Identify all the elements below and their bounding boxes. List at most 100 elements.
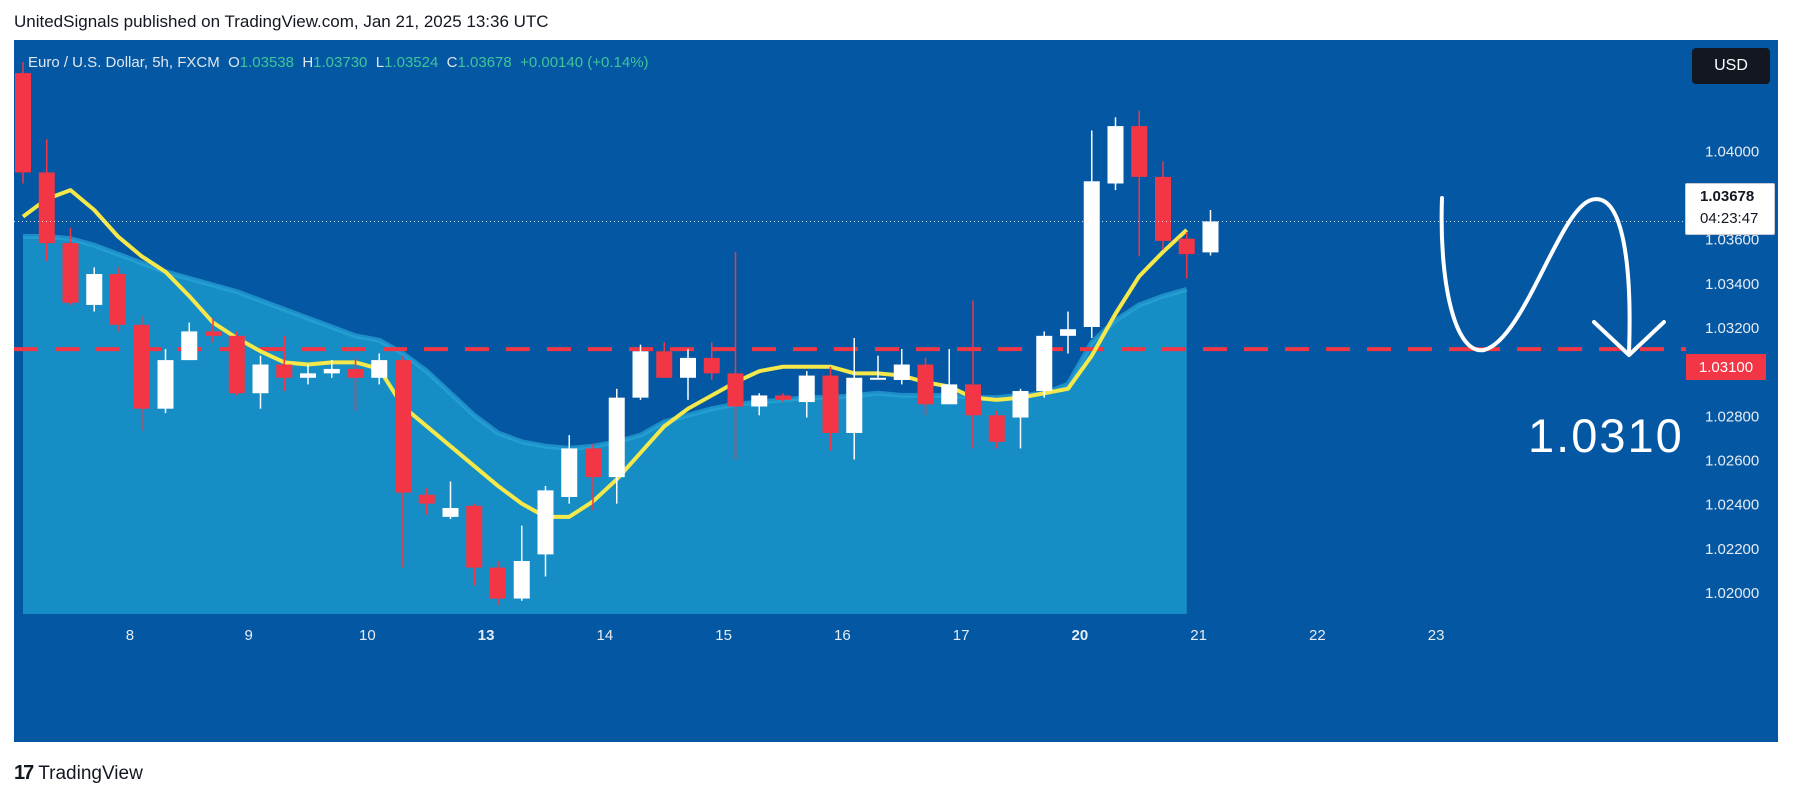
candle-body <box>513 561 530 599</box>
candle-body <box>133 324 150 409</box>
candle-body <box>323 368 340 374</box>
candle-body <box>371 360 388 378</box>
level-price-tag: 1.03100 <box>1686 354 1766 380</box>
x-tick-label: 8 <box>126 627 134 644</box>
y-tick-label: 1.03600 <box>1705 232 1759 249</box>
x-tick-label: 23 <box>1428 627 1445 644</box>
ema-line <box>21 188 1189 519</box>
candle-body <box>157 360 174 409</box>
candle-body <box>1131 126 1148 177</box>
candle-body <box>86 274 103 305</box>
candle-body <box>727 373 744 407</box>
candlestick-chart[interactable]: 1.020001.022001.024001.026001.028001.030… <box>14 40 1778 742</box>
y-tick-label: 1.04000 <box>1705 143 1759 160</box>
x-tick-label: 17 <box>953 627 970 644</box>
low-label: L <box>375 54 385 71</box>
x-tick-label: 9 <box>244 627 252 644</box>
candle-body <box>490 567 506 599</box>
y-tick-label: 1.02000 <box>1705 585 1759 602</box>
candle-body <box>941 384 958 405</box>
y-tick-label: 1.02200 <box>1705 541 1759 558</box>
x-tick-label: 15 <box>715 627 732 644</box>
candle-body <box>585 448 601 478</box>
candle-body <box>798 375 815 403</box>
x-tick-label: 10 <box>359 627 376 644</box>
candle-body <box>205 331 221 336</box>
candle-body <box>608 397 625 478</box>
candle-body <box>418 494 435 504</box>
candle-body <box>822 375 839 433</box>
candle-body <box>347 368 364 378</box>
candle-body <box>15 73 31 173</box>
candle-body <box>846 377 863 433</box>
candle-body <box>703 357 720 374</box>
close-label: C <box>446 54 458 71</box>
tradingview-brand: TradingView <box>38 762 143 784</box>
candle-body <box>395 360 411 493</box>
y-tick-label: 1.02600 <box>1705 452 1759 469</box>
tradingview-logo-icon: 17 <box>14 762 34 784</box>
publisher-line: UnitedSignals published on TradingView.c… <box>14 12 549 31</box>
projection-arrowhead <box>1592 320 1666 357</box>
candle-body <box>110 274 126 325</box>
candle-body <box>917 364 934 405</box>
x-tick-label: 22 <box>1309 627 1326 644</box>
last-price-value: 1.03678 <box>1700 188 1755 205</box>
candle-body <box>965 384 981 416</box>
candle-body <box>988 415 1005 442</box>
x-tick-label: 16 <box>834 627 851 644</box>
candle-body <box>38 172 55 244</box>
y-tick-label: 1.03400 <box>1705 276 1759 293</box>
y-tick-label: 1.02800 <box>1705 408 1759 425</box>
band-area <box>23 236 1187 614</box>
x-tick-label: 14 <box>597 627 614 644</box>
footer-branding[interactable]: 17 TradingView <box>14 762 143 785</box>
candle-body <box>1012 391 1029 418</box>
candle-body <box>1036 335 1053 392</box>
symbol-legend[interactable]: Euro / U.S. Dollar, 5h, FXCM O1.03538 H1… <box>28 54 649 71</box>
candle-body <box>442 508 459 517</box>
currency-button[interactable]: USD <box>1692 48 1770 84</box>
symbol-title: Euro / U.S. Dollar, 5h, FXCM <box>28 54 220 71</box>
y-tick-label: 1.02400 <box>1705 497 1759 514</box>
open-label: O <box>228 54 240 71</box>
x-tick-label: 21 <box>1190 627 1207 644</box>
high-label: H <box>302 54 314 71</box>
candle-body <box>870 377 886 380</box>
candle-body <box>1083 181 1100 327</box>
candle-body <box>228 335 245 394</box>
candle-body <box>252 364 269 394</box>
candle-body <box>276 364 293 378</box>
candle-body <box>466 505 483 568</box>
low-value: 1.03524 <box>384 54 439 71</box>
candle-body <box>680 357 696 378</box>
chart-frame[interactable]: 1.020001.022001.024001.026001.028001.030… <box>14 40 1778 742</box>
candle-body <box>1178 238 1195 255</box>
candle-body <box>62 243 79 303</box>
change-value: +0.00140 (+0.14%) <box>520 54 649 71</box>
candle-body <box>1060 329 1076 336</box>
candle-body <box>537 490 554 555</box>
candle-body <box>775 395 791 400</box>
high-value: 1.03730 <box>313 54 368 71</box>
candle-body <box>1155 176 1171 241</box>
open-value: 1.03538 <box>239 54 294 71</box>
candle-body <box>632 351 649 398</box>
bar-countdown: 04:23:47 <box>1700 210 1759 227</box>
plot-layer <box>14 62 1476 614</box>
candle-body <box>561 448 578 497</box>
candle-body <box>1107 126 1124 184</box>
y-tick-label: 1.03200 <box>1705 320 1759 337</box>
x-tick-label: 20 <box>1072 627 1089 644</box>
candle-body <box>751 395 768 407</box>
candle-body <box>656 351 673 378</box>
candle-body <box>181 331 198 361</box>
projection-curve <box>1439 196 1632 354</box>
last-price-tag: 1.03678 04:23:47 <box>1685 183 1775 235</box>
level-annotation-text: 1.0310 <box>1528 409 1684 462</box>
x-tick-label: 13 <box>478 627 495 644</box>
candle-body <box>300 373 316 378</box>
candle-body <box>893 364 910 380</box>
candle-body <box>1202 221 1219 253</box>
close-value: 1.03678 <box>457 54 512 71</box>
